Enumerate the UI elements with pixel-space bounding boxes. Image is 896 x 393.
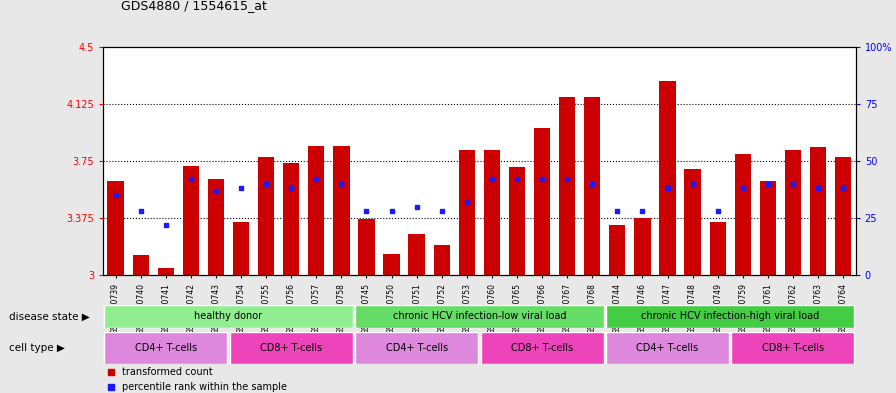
Text: chronic HCV infection-low viral load: chronic HCV infection-low viral load (392, 311, 566, 321)
Bar (183, 166, 199, 275)
Bar (760, 181, 776, 275)
Bar (810, 147, 826, 275)
Bar (559, 97, 575, 275)
Bar (133, 255, 149, 275)
Bar (355, 305, 604, 328)
Bar (104, 305, 353, 328)
Text: cell type ▶: cell type ▶ (9, 343, 65, 353)
Bar (308, 146, 324, 275)
Text: CD4+ T-cells: CD4+ T-cells (134, 343, 197, 353)
Bar (659, 81, 676, 275)
Bar (333, 146, 349, 275)
Bar (233, 222, 249, 275)
Bar (584, 97, 600, 275)
Bar (459, 151, 475, 275)
Bar (229, 332, 353, 364)
Text: percentile rank within the sample: percentile rank within the sample (122, 382, 287, 393)
Text: CD8+ T-cells: CD8+ T-cells (511, 343, 573, 353)
Bar (606, 305, 855, 328)
Bar (509, 167, 525, 275)
Bar (480, 332, 604, 364)
Bar (409, 234, 425, 275)
Text: CD8+ T-cells: CD8+ T-cells (762, 343, 824, 353)
Bar (634, 218, 650, 275)
Bar (835, 156, 851, 275)
Text: healthy donor: healthy donor (194, 311, 263, 321)
Bar (208, 179, 224, 275)
Text: transformed count: transformed count (122, 367, 212, 377)
Text: chronic HCV infection-high viral load: chronic HCV infection-high viral load (642, 311, 819, 321)
Text: CD4+ T-cells: CD4+ T-cells (636, 343, 699, 353)
Bar (383, 254, 400, 275)
Bar (358, 219, 375, 275)
Bar (104, 332, 228, 364)
Bar (158, 268, 174, 275)
Bar (484, 151, 500, 275)
Bar (731, 332, 855, 364)
Text: disease state ▶: disease state ▶ (9, 311, 90, 321)
Bar (108, 181, 124, 275)
Bar (355, 332, 478, 364)
Bar (609, 225, 625, 275)
Bar (534, 128, 550, 275)
Text: CD8+ T-cells: CD8+ T-cells (260, 343, 323, 353)
Bar (785, 151, 801, 275)
Bar (735, 154, 751, 275)
Bar (258, 156, 274, 275)
Text: CD4+ T-cells: CD4+ T-cells (385, 343, 448, 353)
Text: GDS4880 / 1554615_at: GDS4880 / 1554615_at (121, 0, 267, 12)
Bar (606, 332, 729, 364)
Bar (685, 169, 701, 275)
Bar (710, 222, 726, 275)
Bar (434, 245, 450, 275)
Bar (283, 163, 299, 275)
